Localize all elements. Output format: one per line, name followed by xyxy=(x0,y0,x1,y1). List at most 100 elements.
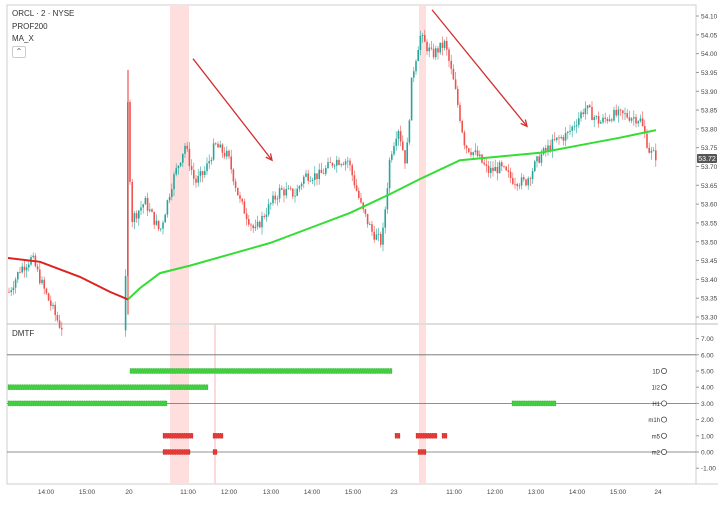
dmtf-row-marker xyxy=(661,416,667,423)
candle-body xyxy=(56,314,59,321)
candle-body xyxy=(61,327,63,330)
symbol-title[interactable]: ORCL · 2 · NYSE xyxy=(12,9,75,18)
candle-body xyxy=(142,204,144,208)
candle-body xyxy=(342,164,345,166)
candle-body xyxy=(415,61,417,72)
time-tick-label: 13:00 xyxy=(263,489,280,496)
candle-body xyxy=(336,159,338,166)
candle-body xyxy=(591,107,593,121)
candle-body xyxy=(399,131,402,142)
candle-body xyxy=(485,164,488,166)
candle-body xyxy=(329,162,331,164)
indicator-prof200[interactable]: PROF200 xyxy=(12,22,48,31)
candle-body xyxy=(578,118,580,126)
dmtf-tick-label: 1.00 xyxy=(701,433,714,440)
candle-body xyxy=(498,162,501,174)
chevron-up-icon[interactable]: ⌃ xyxy=(12,46,26,58)
trend-arrow-head xyxy=(520,119,528,128)
candle-body xyxy=(655,150,657,161)
time-tick-label: 11:00 xyxy=(180,489,196,496)
candle-body xyxy=(32,255,34,258)
candle-body xyxy=(633,117,635,119)
dmtf-signal-bar xyxy=(7,400,168,407)
dmtf-tick-label: 6.00 xyxy=(701,352,714,359)
candle-body xyxy=(168,197,171,201)
candle-body xyxy=(452,68,455,80)
candle-body xyxy=(155,220,158,225)
candle-body xyxy=(595,116,598,118)
candle-body xyxy=(567,131,569,133)
candle-body xyxy=(479,154,481,157)
candle-body xyxy=(562,137,565,141)
candle-body xyxy=(186,145,188,149)
dmtf-signal-bar xyxy=(7,384,209,390)
candle-body xyxy=(626,113,628,118)
candle-body xyxy=(483,162,485,165)
candle-body xyxy=(509,171,512,179)
candle-body xyxy=(371,224,373,232)
candle-body xyxy=(417,50,419,62)
last-price-text: 53.72 xyxy=(698,156,716,163)
candle-body xyxy=(527,178,529,186)
candle-body xyxy=(426,41,428,52)
candle-body xyxy=(164,214,166,223)
dmtf-row-label: m1h xyxy=(648,418,660,424)
highlight-band xyxy=(419,325,426,483)
time-tick-label: 14:00 xyxy=(38,489,55,496)
candle-body xyxy=(525,179,527,186)
candle-body xyxy=(199,171,202,176)
candle-body xyxy=(435,48,437,58)
candle-body xyxy=(281,188,283,190)
candle-body xyxy=(171,189,173,198)
candle-body xyxy=(234,181,237,188)
candle-body xyxy=(193,170,195,179)
candle-body xyxy=(586,105,589,109)
price-tick-label: 53.35 xyxy=(701,296,718,303)
candle-body xyxy=(404,150,406,164)
indicator-ma-x[interactable]: MA_X xyxy=(12,34,34,43)
dmtf-row-label: m5 xyxy=(652,434,661,440)
candle-body xyxy=(25,267,28,271)
trend-arrow-line xyxy=(431,9,528,127)
candle-body xyxy=(580,112,582,119)
candle-body xyxy=(278,188,281,199)
candle-body xyxy=(641,118,644,127)
price-tick-label: 53.65 xyxy=(701,183,718,190)
candle-body xyxy=(518,185,521,187)
dmtf-row-labels: 1D 1I2 H1 m1h m5 m2 xyxy=(648,368,667,457)
candle-body xyxy=(408,120,411,143)
candle-body xyxy=(12,287,15,291)
highlight-band xyxy=(170,6,189,323)
dmtf-signal-bar xyxy=(129,368,393,374)
candle-body xyxy=(294,195,296,197)
candle-body xyxy=(597,116,600,124)
candle-body xyxy=(325,167,327,174)
candle-body xyxy=(512,178,514,184)
candle-body xyxy=(523,177,525,180)
trend-arrows xyxy=(192,9,528,162)
candle-body xyxy=(21,266,23,273)
time-tick-label: 14:00 xyxy=(304,489,321,496)
candle-body xyxy=(650,150,653,153)
price-tick-label: 53.55 xyxy=(701,220,718,227)
candle-body xyxy=(215,143,217,145)
candle-body xyxy=(571,126,573,131)
candle-body xyxy=(311,179,314,181)
candle-body xyxy=(283,189,285,196)
candle-body xyxy=(549,145,551,151)
dmtf-row-label: H1 xyxy=(652,402,660,408)
candle-body xyxy=(243,201,246,214)
candle-body xyxy=(39,269,41,284)
candle-body xyxy=(604,117,606,119)
candle-body xyxy=(463,132,466,146)
candle-body xyxy=(58,320,61,328)
candle-body xyxy=(182,153,184,163)
candle-body xyxy=(197,175,199,183)
candle-body xyxy=(201,171,204,175)
candle-body xyxy=(474,150,477,153)
price-tick-label: 53.30 xyxy=(701,315,718,322)
candle-body xyxy=(437,48,439,53)
candle-body xyxy=(210,159,213,162)
candle-body xyxy=(289,188,292,190)
